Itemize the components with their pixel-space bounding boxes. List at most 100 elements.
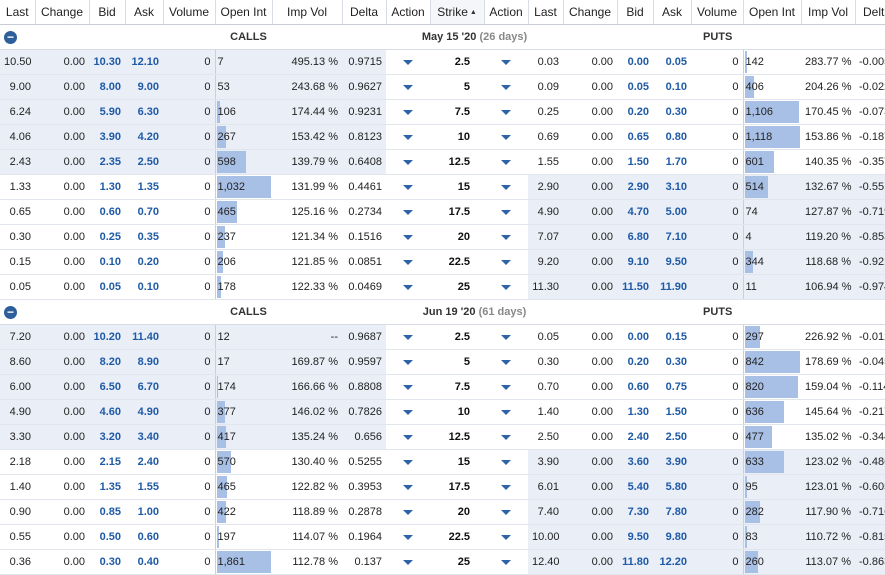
put-action-dropdown-icon[interactable] <box>501 60 511 65</box>
column-header-open-int[interactable]: Open Int <box>743 0 802 25</box>
put-action-dropdown-icon[interactable] <box>501 335 511 340</box>
put-bid[interactable]: 6.80 <box>617 224 653 250</box>
put-action-cell[interactable] <box>484 199 528 225</box>
call-action-cell[interactable] <box>386 474 430 500</box>
column-header-ask[interactable]: Ask <box>653 0 692 25</box>
put-ask[interactable]: 7.80 <box>653 499 691 525</box>
put-action-cell[interactable] <box>484 449 528 475</box>
call-bid[interactable]: 3.20 <box>89 424 125 450</box>
call-action-cell[interactable] <box>386 274 430 300</box>
call-ask[interactable]: 2.50 <box>125 149 163 175</box>
call-action-dropdown-icon[interactable] <box>403 60 413 65</box>
put-ask[interactable]: 5.00 <box>653 199 691 225</box>
call-ask[interactable]: 11.40 <box>125 324 163 350</box>
put-ask[interactable]: 1.70 <box>653 149 691 175</box>
column-header-bid[interactable]: Bid <box>89 0 126 25</box>
call-ask[interactable]: 1.00 <box>125 499 163 525</box>
column-header-strike[interactable]: Strike ▲ <box>430 0 485 25</box>
call-ask[interactable]: 4.90 <box>125 399 163 425</box>
call-action-dropdown-icon[interactable] <box>403 385 413 390</box>
call-action-cell[interactable] <box>386 174 430 200</box>
call-action-dropdown-icon[interactable] <box>403 260 413 265</box>
column-header-last[interactable]: Last <box>528 0 564 25</box>
call-ask[interactable]: 4.20 <box>125 124 163 150</box>
put-action-dropdown-icon[interactable] <box>501 110 511 115</box>
call-ask[interactable]: 3.40 <box>125 424 163 450</box>
call-action-cell[interactable] <box>386 374 430 400</box>
put-action-cell[interactable] <box>484 349 528 375</box>
call-action-dropdown-icon[interactable] <box>403 360 413 365</box>
put-action-dropdown-icon[interactable] <box>501 210 511 215</box>
put-action-cell[interactable] <box>484 74 528 100</box>
column-header-change[interactable]: Change <box>35 0 90 25</box>
call-bid[interactable]: 8.20 <box>89 349 125 375</box>
column-header-volume[interactable]: Volume <box>163 0 216 25</box>
put-ask[interactable]: 5.80 <box>653 474 691 500</box>
put-bid[interactable]: 0.20 <box>617 99 653 125</box>
put-action-dropdown-icon[interactable] <box>501 560 511 565</box>
put-action-dropdown-icon[interactable] <box>501 535 511 540</box>
call-action-cell[interactable] <box>386 224 430 250</box>
call-action-cell[interactable] <box>386 524 430 550</box>
call-bid[interactable]: 1.30 <box>89 174 125 200</box>
put-ask[interactable]: 0.05 <box>653 49 691 75</box>
put-ask[interactable]: 0.80 <box>653 124 691 150</box>
call-action-cell[interactable] <box>386 49 430 75</box>
put-action-cell[interactable] <box>484 524 528 550</box>
call-action-dropdown-icon[interactable] <box>403 510 413 515</box>
put-action-cell[interactable] <box>484 124 528 150</box>
put-ask[interactable]: 0.75 <box>653 374 691 400</box>
put-bid[interactable]: 5.40 <box>617 474 653 500</box>
call-ask[interactable]: 0.70 <box>125 199 163 225</box>
call-action-cell[interactable] <box>386 249 430 275</box>
put-action-dropdown-icon[interactable] <box>501 385 511 390</box>
put-action-cell[interactable] <box>484 324 528 350</box>
put-bid[interactable]: 0.00 <box>617 324 653 350</box>
call-action-cell[interactable] <box>386 499 430 525</box>
put-action-cell[interactable] <box>484 374 528 400</box>
call-action-dropdown-icon[interactable] <box>403 460 413 465</box>
column-header-delta[interactable]: Delta <box>855 0 885 25</box>
call-action-dropdown-icon[interactable] <box>403 535 413 540</box>
put-ask[interactable]: 0.15 <box>653 324 691 350</box>
put-action-dropdown-icon[interactable] <box>501 485 511 490</box>
call-bid[interactable]: 0.50 <box>89 524 125 550</box>
put-action-dropdown-icon[interactable] <box>501 135 511 140</box>
put-ask[interactable]: 2.50 <box>653 424 691 450</box>
call-action-cell[interactable] <box>386 149 430 175</box>
put-ask[interactable]: 9.50 <box>653 249 691 275</box>
put-bid[interactable]: 7.30 <box>617 499 653 525</box>
put-ask[interactable]: 0.30 <box>653 349 691 375</box>
call-action-dropdown-icon[interactable] <box>403 410 413 415</box>
call-action-dropdown-icon[interactable] <box>403 560 413 565</box>
call-action-cell[interactable] <box>386 424 430 450</box>
call-action-dropdown-icon[interactable] <box>403 485 413 490</box>
call-bid[interactable]: 2.15 <box>89 449 125 475</box>
call-action-cell[interactable] <box>386 549 430 575</box>
column-header-ask[interactable]: Ask <box>125 0 164 25</box>
put-bid[interactable]: 11.50 <box>617 274 653 300</box>
call-bid[interactable]: 0.85 <box>89 499 125 525</box>
call-bid[interactable]: 0.30 <box>89 549 125 575</box>
call-action-cell[interactable] <box>386 349 430 375</box>
column-header-last[interactable]: Last <box>0 0 36 25</box>
put-action-dropdown-icon[interactable] <box>501 360 511 365</box>
put-action-dropdown-icon[interactable] <box>501 260 511 265</box>
call-action-dropdown-icon[interactable] <box>403 135 413 140</box>
call-ask[interactable]: 0.10 <box>125 274 163 300</box>
call-action-dropdown-icon[interactable] <box>403 335 413 340</box>
column-header-volume[interactable]: Volume <box>691 0 744 25</box>
put-ask[interactable]: 12.20 <box>653 549 691 575</box>
call-ask[interactable]: 1.35 <box>125 174 163 200</box>
call-bid[interactable]: 1.35 <box>89 474 125 500</box>
call-bid[interactable]: 0.25 <box>89 224 125 250</box>
put-action-cell[interactable] <box>484 149 528 175</box>
put-bid[interactable]: 1.30 <box>617 399 653 425</box>
put-action-cell[interactable] <box>484 549 528 575</box>
call-action-dropdown-icon[interactable] <box>403 285 413 290</box>
put-action-cell[interactable] <box>484 224 528 250</box>
call-action-cell[interactable] <box>386 124 430 150</box>
put-ask[interactable]: 11.90 <box>653 274 691 300</box>
call-ask[interactable]: 6.30 <box>125 99 163 125</box>
call-ask[interactable]: 0.40 <box>125 549 163 575</box>
